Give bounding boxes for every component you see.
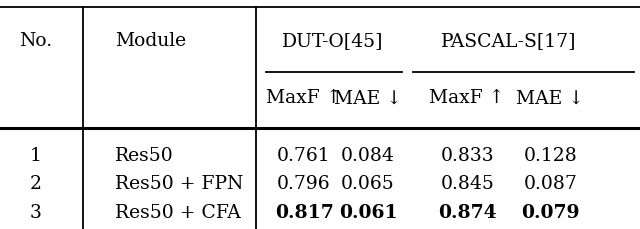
Text: Res50 + CFA: Res50 + CFA (115, 204, 241, 222)
Text: DUT-O[45]: DUT-O[45] (282, 32, 383, 50)
Text: Res50: Res50 (115, 147, 174, 165)
Text: MAE ↓: MAE ↓ (334, 90, 402, 107)
Text: 0.128: 0.128 (524, 147, 577, 165)
Text: 0.061: 0.061 (339, 204, 397, 222)
Text: 0.065: 0.065 (341, 175, 395, 193)
Text: PASCAL-S[17]: PASCAL-S[17] (441, 32, 577, 50)
Text: No.: No. (19, 32, 52, 50)
Text: MaxF ↑: MaxF ↑ (266, 90, 342, 107)
Text: 2: 2 (29, 175, 41, 193)
Text: 0.796: 0.796 (277, 175, 331, 193)
Text: 0.761: 0.761 (277, 147, 331, 165)
Text: 0.087: 0.087 (524, 175, 577, 193)
Text: 0.084: 0.084 (341, 147, 395, 165)
Text: 0.079: 0.079 (521, 204, 580, 222)
Text: 0.817: 0.817 (275, 204, 333, 222)
Text: 1: 1 (29, 147, 41, 165)
Text: 0.845: 0.845 (440, 175, 494, 193)
Text: MaxF ↑: MaxF ↑ (429, 90, 505, 107)
Text: 0.874: 0.874 (438, 204, 497, 222)
Text: 3: 3 (29, 204, 41, 222)
Text: MAE ↓: MAE ↓ (516, 90, 584, 107)
Text: 0.833: 0.833 (440, 147, 494, 165)
Text: Res50 + FPN: Res50 + FPN (115, 175, 244, 193)
Text: Module: Module (115, 32, 186, 50)
